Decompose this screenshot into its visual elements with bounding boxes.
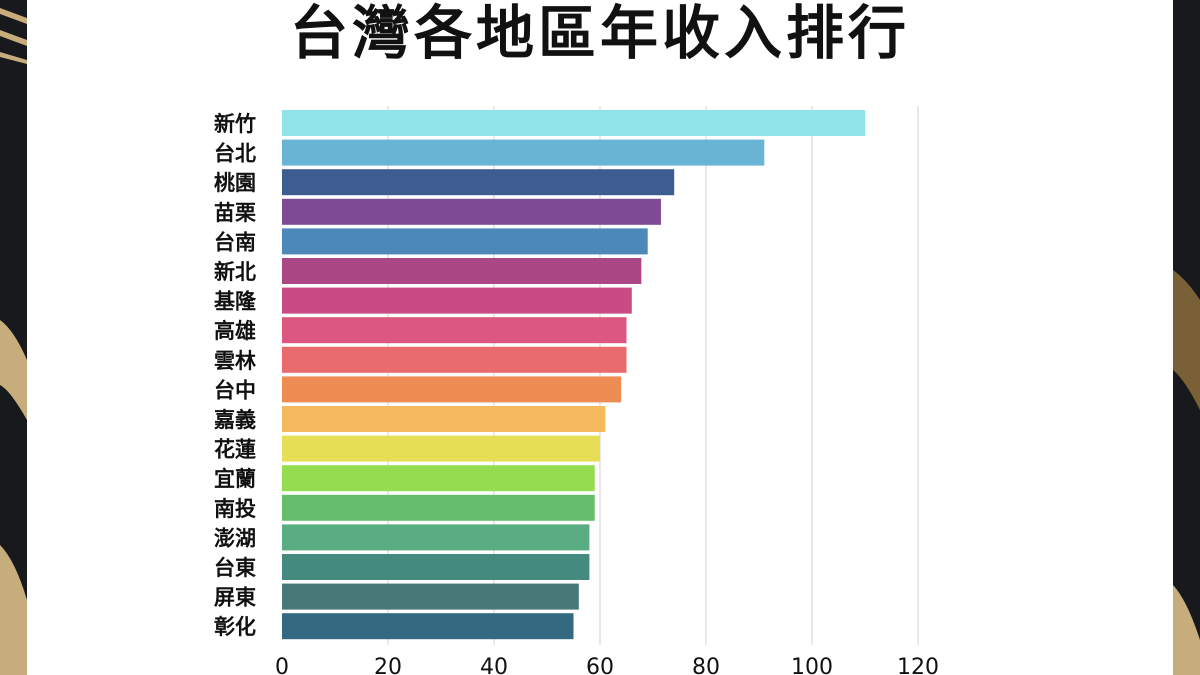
category-label-7: 高雄 [214,319,256,343]
category-label-3: 苗栗 [214,201,256,225]
category-label-16: 屏東 [214,586,256,610]
page-title: 台灣各地區年收入排行 [289,0,910,67]
x-tick-label-40: 40 [480,655,508,675]
x-tick-label-120: 120 [897,655,939,675]
category-label-11: 花蓮 [214,438,256,462]
category-label-10: 嘉義 [214,408,256,432]
category-label-17: 彰化 [214,615,256,639]
category-label-5: 新北 [214,260,256,284]
bar-7 [282,317,627,344]
x-tick-label-60: 60 [586,655,614,675]
x-tick-label-100: 100 [791,655,833,675]
bar-9 [282,376,622,403]
left-decorative-border [0,0,27,675]
bar-16 [282,583,579,610]
category-label-8: 雲林 [214,349,256,373]
x-tick-label-80: 80 [692,655,720,675]
bar-12 [282,465,595,492]
bar-2 [282,169,675,196]
bar-10 [282,406,606,432]
bar-0 [282,110,865,136]
category-label-2: 桃園 [214,171,256,195]
x-tick-label-0: 0 [275,655,289,675]
bar-8 [282,346,627,373]
category-label-15: 台東 [214,556,256,580]
category-label-12: 宜蘭 [214,467,256,491]
category-label-4: 台南 [214,230,256,254]
bar-11 [282,435,600,462]
bar-14 [282,524,590,551]
bar-3 [282,198,661,225]
category-label-0: 新竹 [214,112,256,136]
category-label-1: 台北 [214,142,256,166]
bar-15 [282,554,590,580]
bar-17 [282,613,574,640]
bar-13 [282,494,595,521]
category-label-13: 南投 [214,497,256,521]
category-label-9: 台中 [214,378,256,402]
category-label-6: 基隆 [214,290,257,314]
bar-6 [282,287,632,314]
right-decorative-border [1173,0,1200,675]
x-tick-label-20: 20 [374,655,402,675]
bar-4 [282,228,648,255]
bar-1 [282,139,765,166]
bar-5 [282,258,642,284]
category-label-14: 澎湖 [214,526,256,550]
